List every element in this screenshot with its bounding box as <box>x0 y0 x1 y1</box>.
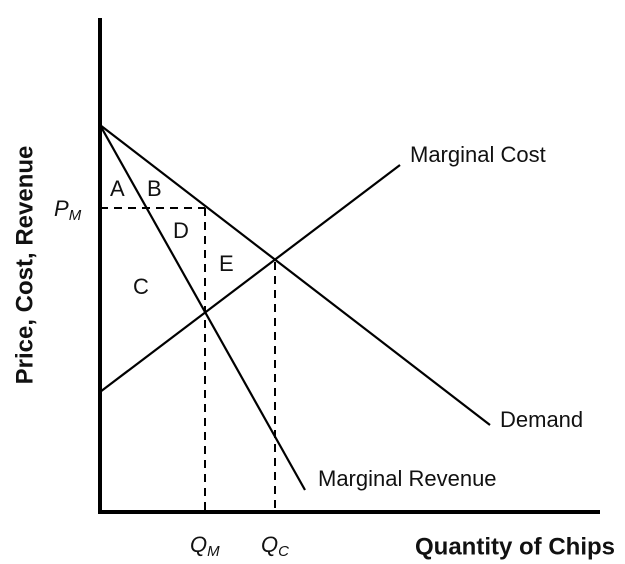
y-axis-label: Price, Cost, Revenue <box>11 146 38 385</box>
quantity-label-sub: M <box>207 543 220 560</box>
demand-curve <box>99 124 491 426</box>
region-label: B <box>147 176 162 201</box>
price-label: PM <box>54 196 82 224</box>
curve-label: Marginal Revenue <box>318 466 497 491</box>
quantity-label-main: Q <box>190 532 207 557</box>
marginal-revenue-curve <box>99 124 306 491</box>
quantity-label-sub: C <box>278 543 289 560</box>
region-label: D <box>173 218 189 243</box>
quantity-label: QC <box>261 532 289 560</box>
curve-label: Marginal Cost <box>410 142 546 167</box>
price-label-sub: M <box>69 207 82 224</box>
quantity-label: QM <box>190 532 220 560</box>
quantity-label-main: Q <box>261 532 278 557</box>
region-label: E <box>219 251 234 276</box>
marginal-cost-curve <box>99 164 401 393</box>
region-label: C <box>133 274 149 299</box>
axes <box>98 18 600 514</box>
curve-label: Demand <box>500 407 583 432</box>
x-axis-label: Quantity of Chips <box>415 533 615 560</box>
region-label: A <box>110 176 125 201</box>
price-label-main: P <box>54 196 69 221</box>
